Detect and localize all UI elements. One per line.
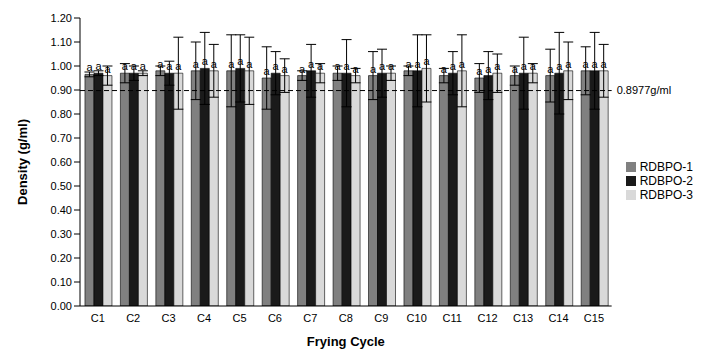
svg-text:a: a bbox=[556, 60, 563, 72]
svg-text:a: a bbox=[237, 55, 244, 67]
svg-text:a: a bbox=[202, 55, 209, 67]
svg-text:a: a bbox=[583, 58, 590, 70]
svg-text:a: a bbox=[476, 65, 483, 77]
svg-text:a: a bbox=[485, 63, 492, 75]
svg-text:C3: C3 bbox=[162, 312, 176, 324]
svg-text:a: a bbox=[228, 58, 235, 70]
svg-text:a: a bbox=[335, 60, 342, 72]
svg-text:0.40: 0.40 bbox=[51, 204, 72, 216]
svg-text:0.30: 0.30 bbox=[51, 228, 72, 240]
svg-text:C15: C15 bbox=[584, 312, 604, 324]
svg-text:a: a bbox=[459, 58, 466, 70]
svg-text:0.50: 0.50 bbox=[51, 180, 72, 192]
svg-text:a: a bbox=[86, 61, 93, 73]
svg-text:a: a bbox=[246, 58, 253, 70]
svg-text:a: a bbox=[592, 58, 599, 70]
svg-text:a: a bbox=[104, 63, 111, 75]
svg-text:0.20: 0.20 bbox=[51, 252, 72, 264]
svg-text:a: a bbox=[530, 60, 537, 72]
svg-text:a: a bbox=[282, 63, 289, 75]
svg-text:1.00: 1.00 bbox=[51, 60, 72, 72]
svg-text:Density (g/ml): Density (g/ml) bbox=[15, 119, 30, 205]
svg-text:a: a bbox=[521, 60, 528, 72]
svg-text:a: a bbox=[131, 60, 138, 72]
svg-text:a: a bbox=[166, 60, 173, 72]
svg-text:a: a bbox=[122, 60, 129, 72]
svg-text:0.70: 0.70 bbox=[51, 132, 72, 144]
svg-text:a: a bbox=[175, 60, 182, 72]
svg-text:a: a bbox=[264, 65, 271, 77]
svg-text:C12: C12 bbox=[478, 312, 498, 324]
svg-text:C13: C13 bbox=[513, 312, 533, 324]
html-text:RDBPO-1: RDBPO-1 bbox=[639, 159, 693, 174]
svg-text:C9: C9 bbox=[374, 312, 388, 324]
svg-text:C7: C7 bbox=[303, 312, 317, 324]
svg-text:a: a bbox=[565, 58, 572, 70]
svg-text:C6: C6 bbox=[268, 312, 282, 324]
svg-text:0.80: 0.80 bbox=[51, 108, 72, 120]
svg-text:0.00: 0.00 bbox=[51, 300, 72, 312]
svg-text:a: a bbox=[414, 58, 421, 70]
svg-text:a: a bbox=[273, 60, 280, 72]
svg-text:a: a bbox=[140, 60, 147, 72]
svg-text:C14: C14 bbox=[548, 312, 568, 324]
svg-text:1.10: 1.10 bbox=[51, 36, 72, 48]
svg-text:0.10: 0.10 bbox=[51, 276, 72, 288]
svg-text:a: a bbox=[441, 63, 448, 75]
svg-text:a: a bbox=[405, 58, 412, 70]
svg-text:a: a bbox=[157, 58, 164, 70]
svg-text:C10: C10 bbox=[407, 312, 427, 324]
svg-text:a: a bbox=[95, 60, 102, 72]
svg-text:C11: C11 bbox=[442, 312, 461, 324]
html-text:RDBPO-3: RDBPO-3 bbox=[639, 187, 693, 202]
svg-text:a: a bbox=[344, 60, 351, 72]
svg-text:0.60: 0.60 bbox=[51, 156, 72, 168]
svg-text:a: a bbox=[423, 55, 430, 67]
svg-text:a: a bbox=[547, 63, 554, 75]
svg-text:a: a bbox=[388, 60, 395, 72]
svg-text:a: a bbox=[379, 60, 386, 72]
svg-text:a: a bbox=[211, 58, 218, 70]
svg-text:C2: C2 bbox=[126, 312, 140, 324]
svg-text:a: a bbox=[193, 58, 200, 70]
svg-text:a: a bbox=[370, 63, 377, 75]
svg-text:C1: C1 bbox=[91, 312, 105, 324]
svg-text:a: a bbox=[494, 60, 501, 72]
svg-text:a: a bbox=[299, 63, 306, 75]
svg-text:0.90: 0.90 bbox=[51, 84, 72, 96]
svg-text:a: a bbox=[601, 58, 608, 70]
svg-text:C4: C4 bbox=[197, 312, 211, 324]
svg-text:a: a bbox=[450, 60, 457, 72]
svg-text:a: a bbox=[308, 58, 315, 70]
html-text:RDBPO-2: RDBPO-2 bbox=[639, 173, 693, 188]
svg-text:1.20: 1.20 bbox=[51, 12, 72, 24]
svg-text:C8: C8 bbox=[339, 312, 353, 324]
svg-text:Frying Cycle: Frying Cycle bbox=[307, 334, 385, 349]
svg-text:a: a bbox=[317, 60, 324, 72]
svg-text:a: a bbox=[512, 63, 519, 75]
svg-text:0.8977g/ml: 0.8977g/ml bbox=[617, 84, 671, 96]
svg-text:a: a bbox=[353, 63, 360, 75]
svg-text:C5: C5 bbox=[232, 312, 246, 324]
